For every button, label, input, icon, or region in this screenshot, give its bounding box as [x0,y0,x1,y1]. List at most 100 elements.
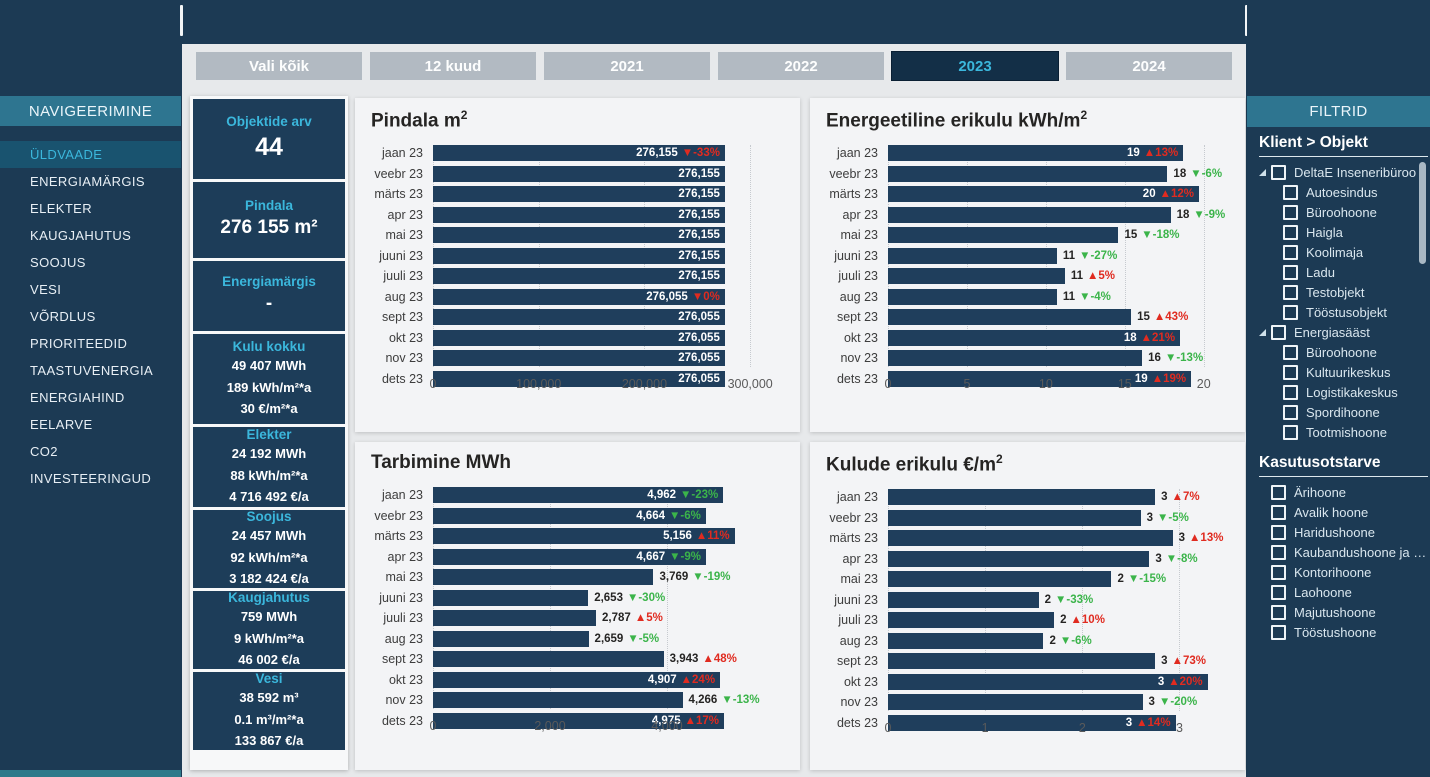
checkbox-deltae-insenerib-roo[interactable] [1271,164,1286,180]
checkbox-energias-st[interactable] [1271,324,1286,340]
filter-item-label[interactable]: Kontorihoone [1294,564,1372,580]
bar-juuli-23[interactable] [888,612,1055,629]
expander-icon[interactable] [1259,168,1266,176]
kpi-card-pindala[interactable]: Pindala 276 155 m² [193,182,345,258]
bar-dets-23[interactable]: 3 ▲14% [888,714,1176,731]
filter-item-b-roohoone[interactable]: Büroohoone [1283,202,1428,222]
bar-apr-23[interactable] [888,206,1171,223]
filter-item-tootmishoone[interactable]: Tootmishoone [1283,422,1428,442]
bar-apr-23[interactable] [888,550,1150,567]
checkbox-autoesindus[interactable] [1283,184,1298,200]
checkbox-t-stusobjekt[interactable] [1283,304,1298,320]
filter-item-label[interactable]: Logistikakeskus [1306,384,1398,400]
bar-mai-23[interactable] [888,571,1112,588]
bar-juuli-23[interactable]: 276,155 [433,268,725,285]
kpi-card-soojus[interactable]: Soojus 24 457 MWh 92 kWh/m²*a 3 182 424 €/a [193,509,345,588]
tab-vali-k-ik[interactable]: Vali kõik [196,52,362,80]
filter-item-label[interactable]: Testobjekt [1306,284,1365,300]
filter-item-label[interactable]: Spordihoone [1306,404,1380,420]
filter-item-label[interactable]: Kaubandushoone ja termi… [1294,544,1428,560]
bar-nov-23[interactable] [888,350,1143,367]
bar-nov-23[interactable] [433,692,683,708]
filter-item-haigla[interactable]: Haigla [1283,222,1428,242]
kpi-card-objektide-arv[interactable]: Objektide arv 44 [193,99,345,179]
filter-item-rihoone[interactable]: Ärihoone [1259,482,1428,502]
bar-sept-23[interactable] [888,309,1132,326]
sidebar-item-prioriteedid[interactable]: PRIORITEEDID [30,336,128,351]
sidebar-item-elekter[interactable]: ELEKTER [30,201,93,216]
sidebar-item-investeeringud[interactable]: INVESTEERINGUD [30,471,152,486]
bar-aug-23[interactable]: 276,055 ▼0% [433,288,725,305]
bar-veebr-23[interactable] [888,165,1168,182]
filter-item-b-roohoone[interactable]: Büroohoone [1283,342,1428,362]
filter-item-ladu[interactable]: Ladu [1283,262,1428,282]
bar-juuli-23[interactable] [888,268,1065,285]
tab-2022[interactable]: 2022 [718,52,884,80]
filter-item-label[interactable]: Avalik hoone [1294,504,1369,520]
filter-item-label[interactable]: Kultuurikeskus [1306,364,1391,380]
filter-item-label[interactable]: Haridushoone [1294,524,1375,540]
filter-item-label[interactable]: Laohoone [1294,584,1352,600]
filter-item-label[interactable]: Tootmishoone [1306,424,1387,440]
tab-12-kuud[interactable]: 12 kuud [370,52,536,80]
filter-item-label[interactable]: Tööstusobjekt [1306,304,1387,320]
bar-jaan-23[interactable] [888,489,1156,506]
bar-veebr-23[interactable]: 4,664 ▼-6% [433,507,706,524]
filter-item-energias-st[interactable]: Energiasääst [1259,322,1428,342]
filter-item-label[interactable]: Autoesindus [1306,184,1378,200]
bar-m-rts-23[interactable] [888,530,1173,547]
checkbox-haridushoone[interactable] [1271,524,1286,540]
expander-icon[interactable] [1259,328,1266,336]
bar-sept-23[interactable]: 276,055 [433,309,725,326]
bar-m-rts-23[interactable]: 276,155 [433,186,725,203]
sidebar-item-taastuvenergia[interactable]: TAASTUVENERGIA [30,363,154,378]
bar-sept-23[interactable] [433,651,664,667]
filter-item-kontorihoone[interactable]: Kontorihoone [1259,562,1428,582]
sidebar-item-v-rdlus[interactable]: VÕRDLUS [30,309,96,324]
bar-mai-23[interactable] [433,569,654,585]
sidebar-item-kaugjahutus[interactable]: KAUGJAHUTUS [30,228,132,243]
sidebar-item-energiam-rgis[interactable]: ENERGIAMÄRGIS [30,174,145,189]
tab-2023[interactable]: 2023 [892,52,1058,80]
bar-okt-23[interactable]: 4,907 ▲24% [433,671,721,688]
bar-juuni-23[interactable] [888,591,1039,608]
filter-item-autoesindus[interactable]: Autoesindus [1283,182,1428,202]
filter-item-kaubandushoone-ja-termi[interactable]: Kaubandushoone ja termi… [1259,542,1428,562]
tab-2024[interactable]: 2024 [1066,52,1232,80]
checkbox-tootmishoone[interactable] [1283,424,1298,440]
checkbox-koolimaja[interactable] [1283,244,1298,260]
filter-scrollbar[interactable] [1419,162,1426,264]
checkbox-laohoone[interactable] [1271,584,1286,600]
bar-dets-23[interactable]: 276,055 [433,370,725,387]
filter-item-avalik-hoone[interactable]: Avalik hoone [1259,502,1428,522]
bar-jaan-23[interactable]: 276,155 ▼-33% [433,145,725,162]
filter-item-label[interactable]: Energiasääst [1294,324,1370,340]
kpi-card-energiam-rgis[interactable]: Energiamärgis - [193,261,345,331]
filter-item-haridushoone[interactable]: Haridushoone [1259,522,1428,542]
bar-okt-23[interactable]: 276,055 [433,329,725,346]
checkbox-haigla[interactable] [1283,224,1298,240]
sidebar-item-soojus[interactable]: SOOJUS [30,255,86,270]
filter-item-label[interactable]: Büroohoone [1306,344,1377,360]
filter-item-label[interactable]: Ärihoone [1294,484,1347,500]
filter-item-deltae-insenerib-roo[interactable]: DeltaE Inseneribüroo [1259,162,1428,182]
bar-m-rts-23[interactable]: 20 ▲12% [888,186,1199,203]
checkbox-t-stushoone[interactable] [1271,624,1286,640]
bar-aug-23[interactable] [888,632,1044,649]
bar-nov-23[interactable]: 276,055 [433,350,725,367]
bar-mai-23[interactable] [888,227,1119,244]
checkbox-kontorihoone[interactable] [1271,564,1286,580]
bar-jaan-23[interactable]: 4,962 ▼-23% [433,487,724,503]
bar-aug-23[interactable] [433,630,589,647]
kpi-card-elekter[interactable]: Elekter 24 192 MWh 88 kWh/m²*a 4 716 492 €/… [193,427,345,507]
filter-item-label[interactable]: Ladu [1306,264,1335,280]
bar-juuni-23[interactable] [888,247,1057,264]
bar-apr-23[interactable]: 4,667 ▼-9% [433,548,707,565]
bar-okt-23[interactable]: 3 ▲20% [888,673,1208,690]
bar-veebr-23[interactable] [888,509,1141,526]
kpi-card-vesi[interactable]: Vesi 38 592 m³ 0.1 m³/m²*a 133 867 €/a [193,671,345,750]
filter-item-label[interactable]: Majutushoone [1294,604,1376,620]
sidebar-item-co2[interactable]: CO2 [30,444,58,459]
filter-item-kultuurikeskus[interactable]: Kultuurikeskus [1283,362,1428,382]
checkbox-majutushoone[interactable] [1271,604,1286,620]
